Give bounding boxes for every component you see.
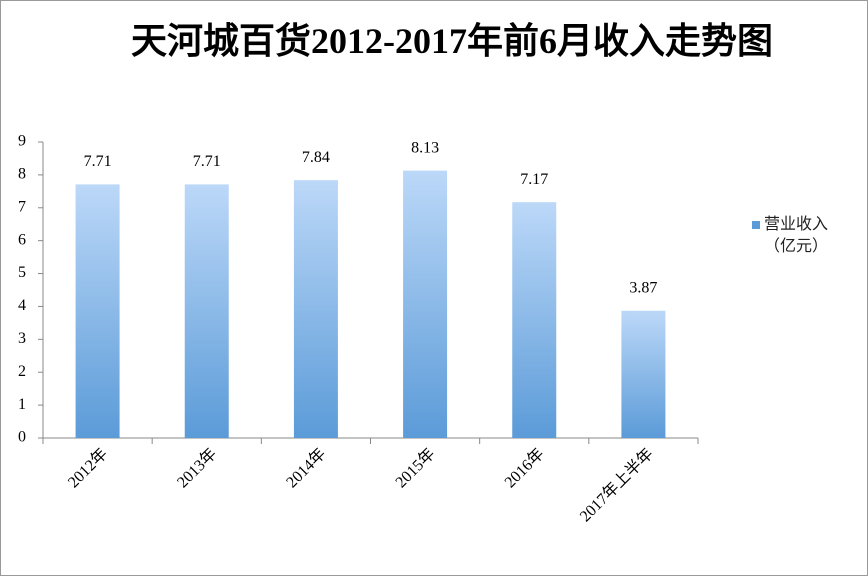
data-label: 7.71 [84,153,112,170]
x-tick-label: 2016年 [501,445,548,492]
y-tick-label: 5 [18,264,26,281]
y-tick-label: 4 [18,297,26,314]
bar [293,180,338,438]
y-tick-label: 0 [18,429,26,446]
bar [403,170,448,438]
bar [75,184,120,438]
x-tick-label: 2012年 [64,445,111,492]
y-tick-label: 6 [18,231,26,248]
y-tick-label: 2 [18,363,26,380]
data-label: 7.71 [193,153,221,170]
bar [512,202,557,438]
bar [621,310,666,438]
x-tick-label: 2017年上半年 [576,445,657,526]
chart-title: 天河城百货2012-2017年前6月收入走势图 [131,21,773,61]
x-tick-label: 2013年 [173,445,220,492]
data-label: 7.17 [520,171,548,188]
legend-swatch [752,221,760,229]
y-tick-label: 7 [18,198,26,215]
y-tick-label: 9 [18,133,26,150]
y-tick-label: 3 [18,330,26,347]
y-tick-label: 8 [18,166,26,183]
data-label: 8.13 [411,139,439,156]
data-label: 7.84 [302,149,330,166]
y-tick-label: 1 [18,396,26,413]
x-tick-label: 2015年 [392,445,439,492]
data-label: 3.87 [629,279,657,296]
bar [184,184,229,438]
x-tick-label: 2014年 [283,445,330,492]
legend-label: 营业收入（亿元） [764,216,829,255]
